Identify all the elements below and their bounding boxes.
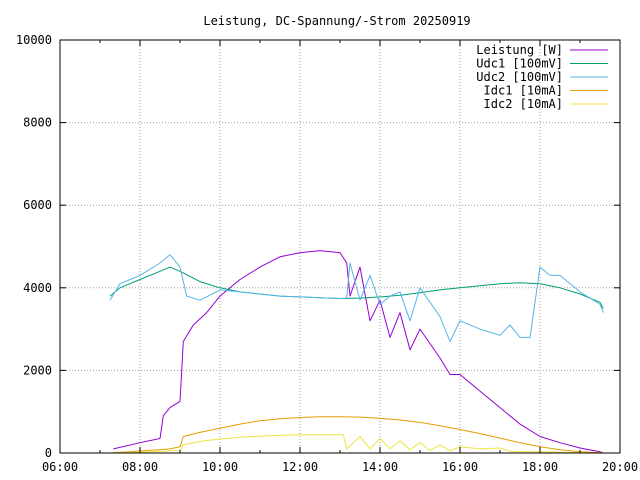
y-tick-label: 8000 — [23, 116, 52, 130]
x-tick-label: 20:00 — [602, 460, 638, 474]
x-tick-label: 18:00 — [522, 460, 558, 474]
series-line-2 — [109, 266, 604, 309]
series-layer — [109, 250, 604, 454]
y-tick-label: 4000 — [23, 281, 52, 295]
chart-title: Leistung, DC-Spannung/-Strom 20250919 — [203, 14, 470, 28]
grid-layer — [60, 40, 620, 453]
series-line-5 — [113, 434, 604, 454]
legend-label: Udc1 [100mV] — [476, 57, 563, 71]
legend-label: Udc2 [100mV] — [476, 70, 563, 84]
y-tick-label: 2000 — [23, 363, 52, 377]
x-tick-label: 16:00 — [442, 460, 478, 474]
x-tick-label: 12:00 — [282, 460, 318, 474]
legend-label: Leistung [W] — [476, 43, 563, 57]
tick-layer: 06:00 08:00 10:00 12:00 14:00 16:00 18:00 20:00… — [16, 33, 638, 474]
y-tick-label: 6000 — [23, 198, 52, 212]
x-tick-label: 08:00 — [122, 460, 158, 474]
legend: Leistung [W]Udc1 [100mV]Udc2 [100mV]Idc1… — [476, 43, 608, 111]
y-tick-label: 0 — [45, 446, 52, 460]
x-tick-label: 10:00 — [202, 460, 238, 474]
y-tick-label: 10000 — [16, 33, 52, 47]
x-tick-label: 14:00 — [362, 460, 398, 474]
legend-label: Idc1 [10mA] — [484, 84, 563, 98]
legend-label: Idc2 [10mA] — [484, 97, 563, 111]
series-line-4 — [113, 416, 604, 454]
x-tick-label: 06:00 — [42, 460, 78, 474]
series-line-3 — [109, 254, 604, 342]
